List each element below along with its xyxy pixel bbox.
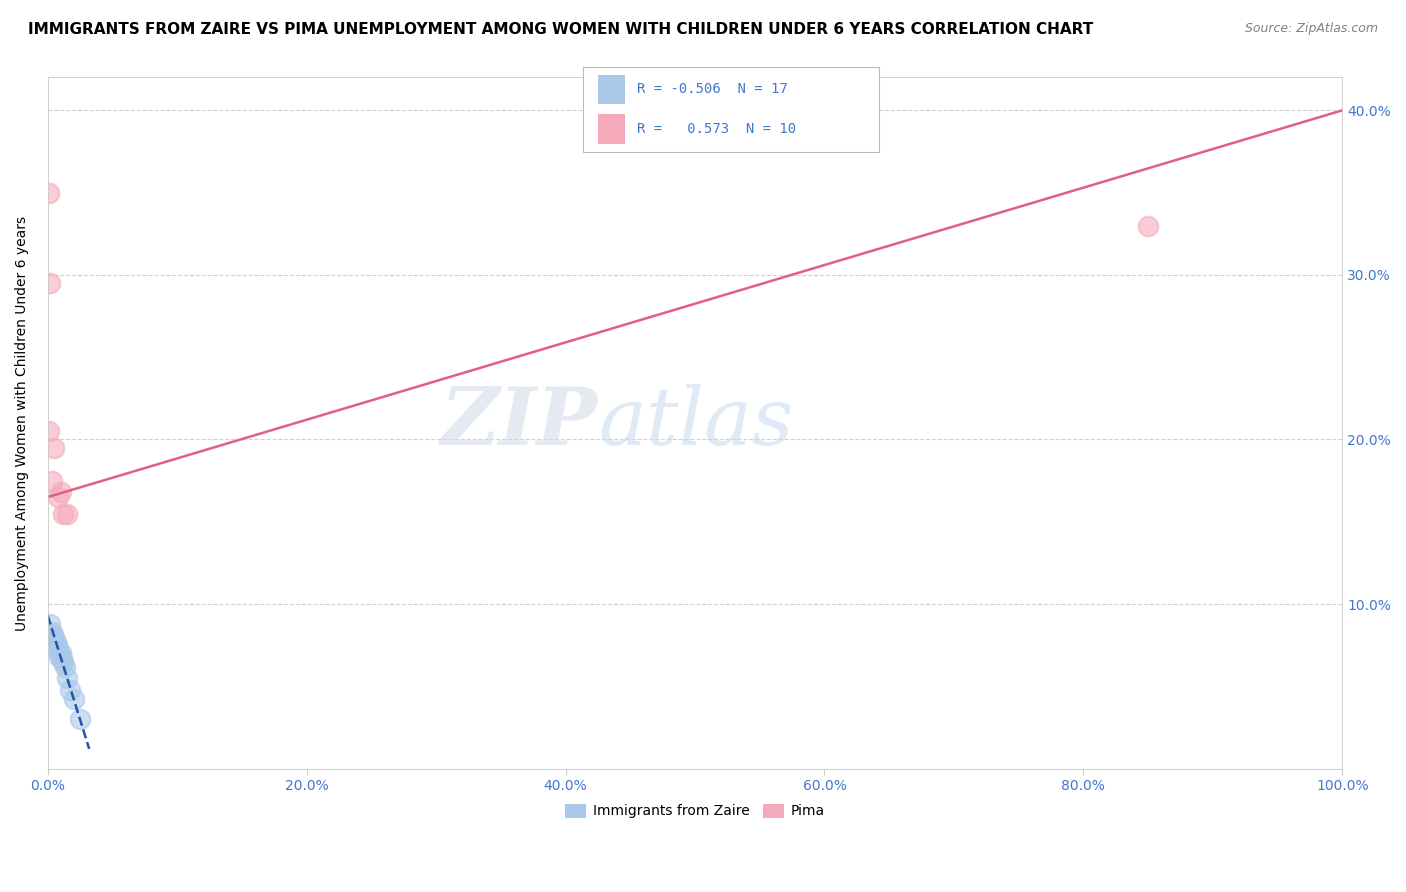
Point: [62, 692, 84, 706]
Point: [59, 682, 82, 697]
Point: [38, 424, 60, 438]
Point: [41, 625, 63, 640]
Point: [51, 651, 73, 665]
Point: [52, 655, 75, 669]
Y-axis label: Unemployment Among Women with Children Under 6 years: Unemployment Among Women with Children U…: [15, 216, 30, 631]
Bar: [599, 114, 624, 144]
Point: [44, 441, 66, 455]
Text: R =   0.573  N = 10: R = 0.573 N = 10: [637, 122, 796, 136]
Text: ZIP: ZIP: [441, 384, 598, 462]
Point: [52, 507, 75, 521]
Point: [56, 671, 79, 685]
Point: [56, 507, 79, 521]
Point: [53, 659, 76, 673]
Point: [46, 643, 69, 657]
Point: [69, 712, 91, 726]
Text: atlas: atlas: [598, 384, 793, 462]
Point: [38, 626, 60, 640]
Point: [42, 632, 65, 646]
Point: [39, 616, 62, 631]
Point: [48, 649, 70, 664]
Point: [39, 276, 62, 290]
Text: IMMIGRANTS FROM ZAIRE VS PIMA UNEMPLOYMENT AMONG WOMEN WITH CHILDREN UNDER 6 YEA: IMMIGRANTS FROM ZAIRE VS PIMA UNEMPLOYME…: [28, 22, 1094, 37]
Point: [45, 638, 67, 652]
Point: [44, 630, 66, 644]
Text: R = -0.506  N = 17: R = -0.506 N = 17: [637, 82, 787, 96]
Point: [46, 490, 69, 504]
Bar: [599, 75, 624, 104]
Point: [49, 647, 72, 661]
Point: [1137, 219, 1160, 233]
Text: Source: ZipAtlas.com: Source: ZipAtlas.com: [1244, 22, 1378, 36]
Point: [38, 186, 60, 200]
Point: [44, 635, 66, 649]
Point: [49, 485, 72, 500]
Legend: Immigrants from Zaire, Pima: Immigrants from Zaire, Pima: [560, 798, 831, 824]
Point: [41, 474, 63, 488]
